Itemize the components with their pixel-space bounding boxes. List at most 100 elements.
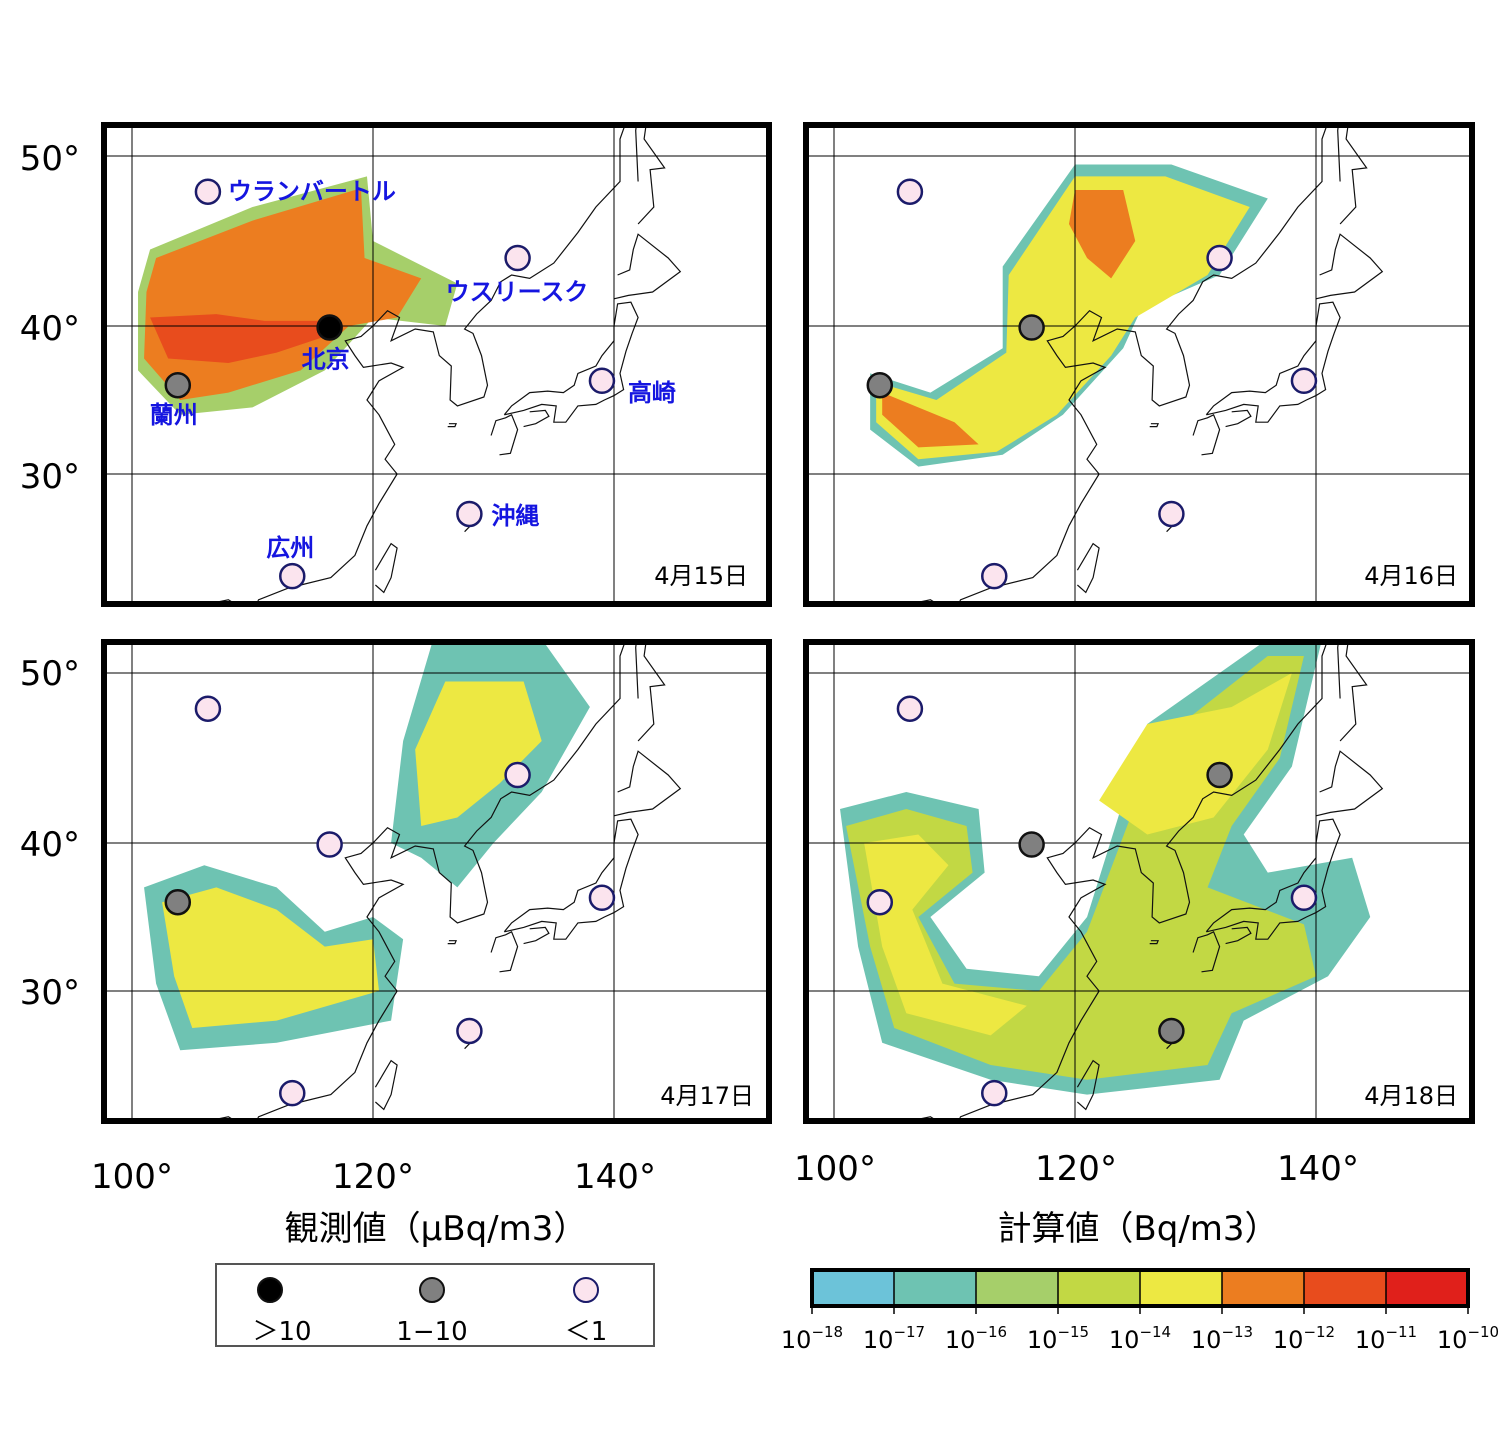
concentration-plume: [864, 834, 1027, 1036]
panel-date: 4月16日: [1364, 562, 1458, 590]
coastline: [1192, 413, 1221, 456]
coastline: [1337, 642, 1368, 742]
station-marker: [1290, 367, 1318, 395]
station-layer: [866, 178, 1318, 590]
station-marker: [1158, 1017, 1185, 1045]
station-name: ウランバートル: [228, 178, 396, 206]
y-label-30-top: 30°: [20, 457, 80, 497]
coastline: [635, 125, 666, 225]
colorbar-tick-label: 10−17: [863, 1323, 925, 1354]
legend-marker-gt10: [257, 1277, 283, 1303]
station-marker: [164, 371, 192, 399]
station-marker: [1018, 831, 1045, 858]
coastline: [1205, 818, 1341, 940]
colorbar-segment: [1058, 1270, 1140, 1306]
coastline-layer: [906, 642, 1384, 1121]
station-marker: [316, 831, 343, 858]
station-marker: [456, 1017, 483, 1045]
coastline: [447, 423, 457, 428]
panel-date: 4月17日: [660, 1082, 754, 1110]
coastline: [1225, 409, 1252, 428]
coastline: [613, 750, 682, 817]
concentration-plume: [876, 176, 1250, 460]
coastline: [523, 409, 550, 428]
y-label-30-bottom: 30°: [20, 973, 80, 1013]
coastline: [1192, 930, 1221, 973]
colorbar-tick-label: 10−10: [1437, 1323, 1499, 1354]
colorbar-tick-label: 10−12: [1273, 1323, 1335, 1354]
graticule: [806, 125, 1472, 604]
station-marker: [588, 367, 616, 395]
x-label-100-right: 100°: [794, 1149, 876, 1189]
station-name: 広州: [266, 534, 314, 562]
colorbar: 10−18 10−17 10−16 10−15 10−14 10−13 10−12 10−11…: [781, 1268, 1499, 1354]
colorbar-segment: [976, 1270, 1058, 1306]
panel-frame-apr15: [101, 122, 772, 607]
coastline: [1337, 125, 1368, 225]
computed-axis-title: 計算値（Bq/m3）: [997, 1209, 1278, 1249]
legend-label-1to10: 1−10: [396, 1317, 467, 1347]
colorbar-tick-label: 10−18: [781, 1323, 843, 1354]
station-marker: [1206, 244, 1233, 272]
graticule: [104, 125, 769, 604]
coastline: [906, 642, 1328, 1121]
x-label-120-right: 120°: [1035, 1149, 1117, 1189]
station-marker: [279, 562, 306, 590]
colorbar-segment: [1386, 1270, 1468, 1306]
panel-frame-apr16: [803, 122, 1475, 607]
colorbar-tick-label: 10−11: [1355, 1323, 1417, 1354]
coastline: [503, 818, 639, 940]
colorbar-tick-label: 10−16: [945, 1323, 1007, 1354]
coastline: [374, 542, 398, 594]
plume-layer: [840, 642, 1371, 1095]
plume-layer: [144, 642, 590, 1051]
coastline: [1315, 750, 1384, 817]
station-marker: [1206, 761, 1233, 789]
x-label-100-left: 100°: [91, 1157, 173, 1197]
station-marker: [866, 888, 894, 916]
map-panel-apr17: 4月17日: [104, 642, 769, 1121]
station-marker: [316, 314, 343, 341]
y-label-40-bottom: 40°: [20, 825, 80, 865]
panel-date: 4月15日: [654, 562, 748, 590]
colorbar-segment: [1222, 1270, 1304, 1306]
station-marker: [164, 888, 192, 916]
station-name: 北京: [302, 345, 350, 373]
colorbar-tick-label: 10−15: [1027, 1323, 1089, 1354]
observation-legend: ＞10 1−10 ＜1: [215, 1263, 655, 1347]
station-name: 蘭州: [150, 401, 198, 429]
concentration-plume: [162, 887, 380, 1028]
station-marker: [1018, 314, 1045, 341]
legend-marker-lt1: [573, 1277, 599, 1303]
map-panel-apr16: 4月16日: [806, 125, 1472, 604]
station-marker: [588, 884, 616, 912]
station-marker: [194, 178, 222, 205]
station-name: 沖縄: [491, 502, 539, 530]
concentration-plume: [144, 188, 422, 400]
panel-date: 4月18日: [1364, 1082, 1458, 1110]
station-marker: [896, 695, 924, 722]
coastline: [374, 1059, 398, 1111]
legend-marker-1to10: [419, 1277, 445, 1303]
colorbar-tick-label: 10−14: [1109, 1323, 1171, 1354]
y-label-50-top: 50°: [20, 139, 80, 179]
y-label-50-bottom: 50°: [20, 654, 80, 694]
x-label-140-left: 140°: [574, 1157, 656, 1197]
coastline: [1076, 542, 1100, 594]
station-name: 高崎: [628, 379, 676, 407]
station-marker: [981, 562, 1008, 590]
coastline: [523, 926, 550, 945]
y-label-40-top: 40°: [20, 309, 80, 349]
station-marker: [279, 1079, 306, 1107]
x-label-140-right: 140°: [1277, 1149, 1359, 1189]
colorbar-segment: [1140, 1270, 1222, 1306]
observed-axis-title: 観測値（μBq/m3）: [285, 1209, 588, 1249]
coastline: [204, 642, 626, 1121]
station-layer: [164, 695, 616, 1107]
coastline: [635, 642, 666, 742]
coastline: [906, 125, 1328, 604]
coastline: [503, 301, 639, 423]
station-marker: [866, 371, 894, 399]
colorbar-segment: [812, 1270, 894, 1306]
